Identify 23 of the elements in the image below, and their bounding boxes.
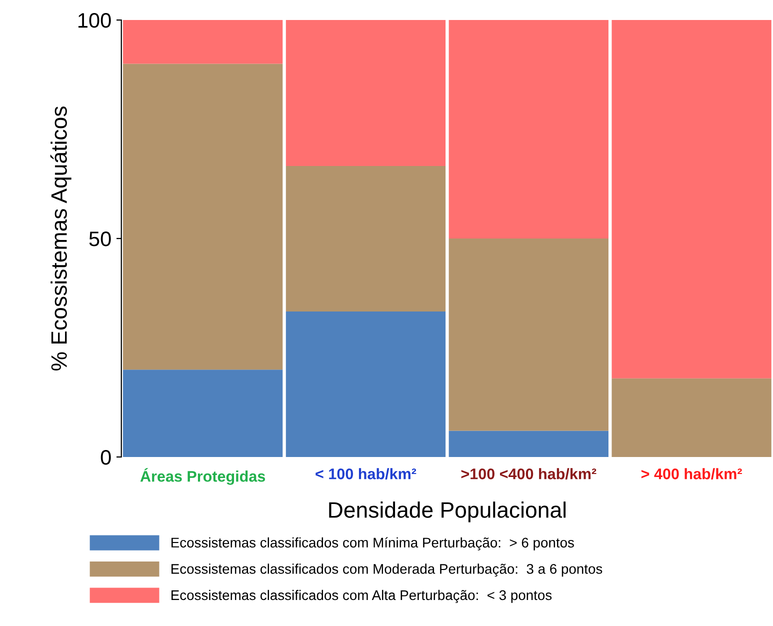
bar: [122, 370, 283, 457]
legend-label: Ecossistemas classificados com Alta Perturbação: < 3 pontos: [171, 590, 552, 603]
y-axis-title: % Ecossistemas Aquáticos: [50, 106, 72, 370]
x-tick-label: Áreas Protegidas: [140, 468, 266, 485]
legend-label: Ecossistemas classificados com Moderada Perturbação: 3 a 6 pontos: [171, 564, 602, 577]
x-axis-title: Densidade Populacional: [329, 502, 566, 522]
bar: [286, 20, 446, 166]
x-tick-label: < 100 hab/km²: [316, 468, 416, 480]
bar: [286, 311, 446, 457]
bar: [448, 430, 608, 457]
legend-label: Ecossistemas classificados com Mínima Perturbação: > 6 pontos: [171, 537, 574, 550]
y-tick-label: 50: [89, 232, 111, 246]
bar: [122, 64, 283, 370]
bar: [612, 20, 772, 378]
y-tick-label: 0: [100, 450, 111, 465]
bar: [286, 166, 446, 312]
bar: [448, 238, 608, 431]
x-tick-label: >100 <400 hab/km²: [461, 468, 596, 480]
bar: [612, 378, 772, 457]
x-tick-label: > 400 hab/km²: [641, 468, 742, 480]
y-tick-label: 100: [78, 13, 111, 28]
bar: [448, 20, 608, 239]
bar: [122, 20, 283, 64]
